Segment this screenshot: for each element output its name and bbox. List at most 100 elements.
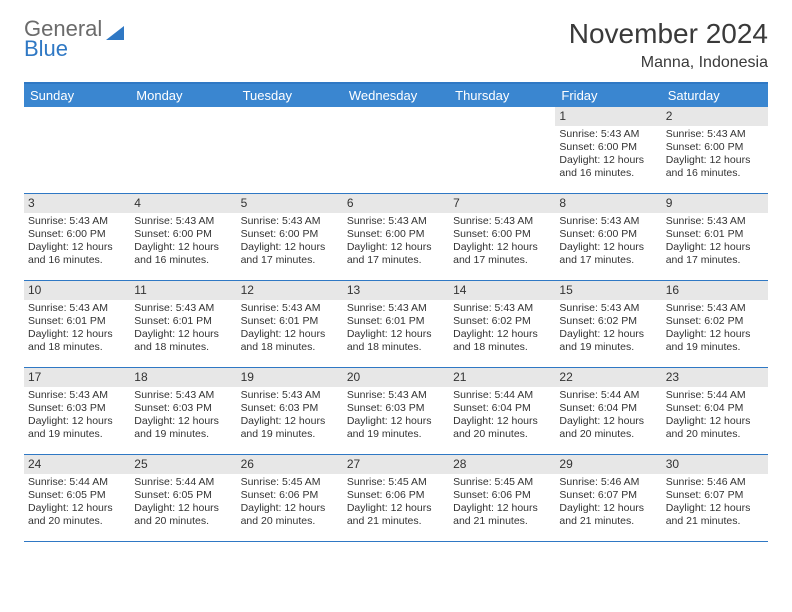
- day-body: Sunrise: 5:44 AMSunset: 6:05 PMDaylight:…: [130, 474, 236, 533]
- day-header-monday: Monday: [130, 84, 236, 107]
- day-number: 24: [24, 455, 130, 474]
- sunrise-text: Sunrise: 5:46 AM: [559, 476, 657, 489]
- sunrise-text: Sunrise: 5:43 AM: [347, 389, 445, 402]
- sunset-text: Sunset: 6:06 PM: [241, 489, 339, 502]
- day-number: 12: [237, 281, 343, 300]
- day-body: Sunrise: 5:43 AMSunset: 6:00 PMDaylight:…: [237, 213, 343, 272]
- day-cell: 13Sunrise: 5:43 AMSunset: 6:01 PMDayligh…: [343, 281, 449, 367]
- sunrise-text: Sunrise: 5:43 AM: [134, 215, 232, 228]
- day-number: 6: [343, 194, 449, 213]
- daylight-text: Daylight: 12 hours and 16 minutes.: [28, 241, 126, 267]
- day-body: Sunrise: 5:43 AMSunset: 6:00 PMDaylight:…: [343, 213, 449, 272]
- day-number: 21: [449, 368, 555, 387]
- sunrise-text: Sunrise: 5:43 AM: [241, 215, 339, 228]
- daylight-text: Daylight: 12 hours and 20 minutes.: [666, 415, 764, 441]
- day-number: 7: [449, 194, 555, 213]
- day-number: 10: [24, 281, 130, 300]
- day-cell: 2Sunrise: 5:43 AMSunset: 6:00 PMDaylight…: [662, 107, 768, 193]
- day-number: 14: [449, 281, 555, 300]
- sunset-text: Sunset: 6:07 PM: [666, 489, 764, 502]
- sunrise-text: Sunrise: 5:43 AM: [666, 128, 764, 141]
- week-row: 24Sunrise: 5:44 AMSunset: 6:05 PMDayligh…: [24, 455, 768, 542]
- day-cell: 22Sunrise: 5:44 AMSunset: 6:04 PMDayligh…: [555, 368, 661, 454]
- day-body: Sunrise: 5:43 AMSunset: 6:02 PMDaylight:…: [555, 300, 661, 359]
- sunrise-text: Sunrise: 5:43 AM: [453, 215, 551, 228]
- calendar: SundayMondayTuesdayWednesdayThursdayFrid…: [24, 82, 768, 542]
- sunrise-text: Sunrise: 5:43 AM: [347, 215, 445, 228]
- day-body: Sunrise: 5:43 AMSunset: 6:01 PMDaylight:…: [24, 300, 130, 359]
- day-header-row: SundayMondayTuesdayWednesdayThursdayFrid…: [24, 84, 768, 107]
- sunset-text: Sunset: 6:03 PM: [28, 402, 126, 415]
- sunrise-text: Sunrise: 5:43 AM: [559, 302, 657, 315]
- day-number: 9: [662, 194, 768, 213]
- daylight-text: Daylight: 12 hours and 19 minutes.: [134, 415, 232, 441]
- sunset-text: Sunset: 6:02 PM: [666, 315, 764, 328]
- day-body: Sunrise: 5:43 AMSunset: 6:01 PMDaylight:…: [237, 300, 343, 359]
- day-body: Sunrise: 5:43 AMSunset: 6:01 PMDaylight:…: [662, 213, 768, 272]
- title-block: November 2024 Manna, Indonesia: [569, 18, 768, 72]
- sunset-text: Sunset: 6:06 PM: [347, 489, 445, 502]
- sunrise-text: Sunrise: 5:43 AM: [134, 302, 232, 315]
- sunrise-text: Sunrise: 5:45 AM: [241, 476, 339, 489]
- day-cell: 25Sunrise: 5:44 AMSunset: 6:05 PMDayligh…: [130, 455, 236, 541]
- week-row: 10Sunrise: 5:43 AMSunset: 6:01 PMDayligh…: [24, 281, 768, 368]
- day-number: 26: [237, 455, 343, 474]
- day-cell: 30Sunrise: 5:46 AMSunset: 6:07 PMDayligh…: [662, 455, 768, 541]
- daylight-text: Daylight: 12 hours and 20 minutes.: [559, 415, 657, 441]
- sunset-text: Sunset: 6:00 PM: [559, 141, 657, 154]
- day-body: Sunrise: 5:45 AMSunset: 6:06 PMDaylight:…: [449, 474, 555, 533]
- day-cell: 26Sunrise: 5:45 AMSunset: 6:06 PMDayligh…: [237, 455, 343, 541]
- day-header-tuesday: Tuesday: [237, 84, 343, 107]
- sunrise-text: Sunrise: 5:44 AM: [559, 389, 657, 402]
- day-body: Sunrise: 5:43 AMSunset: 6:00 PMDaylight:…: [555, 126, 661, 185]
- day-cell: 6Sunrise: 5:43 AMSunset: 6:00 PMDaylight…: [343, 194, 449, 280]
- day-cell: 11Sunrise: 5:43 AMSunset: 6:01 PMDayligh…: [130, 281, 236, 367]
- daylight-text: Daylight: 12 hours and 16 minutes.: [666, 154, 764, 180]
- day-cell: 19Sunrise: 5:43 AMSunset: 6:03 PMDayligh…: [237, 368, 343, 454]
- day-number: 16: [662, 281, 768, 300]
- day-cell: 1Sunrise: 5:43 AMSunset: 6:00 PMDaylight…: [555, 107, 661, 193]
- day-number: 27: [343, 455, 449, 474]
- daylight-text: Daylight: 12 hours and 17 minutes.: [347, 241, 445, 267]
- sunset-text: Sunset: 6:00 PM: [666, 141, 764, 154]
- sunrise-text: Sunrise: 5:43 AM: [28, 215, 126, 228]
- sunrise-text: Sunrise: 5:44 AM: [453, 389, 551, 402]
- day-number: 8: [555, 194, 661, 213]
- day-number: 1: [555, 107, 661, 126]
- day-cell: 21Sunrise: 5:44 AMSunset: 6:04 PMDayligh…: [449, 368, 555, 454]
- day-cell: 3Sunrise: 5:43 AMSunset: 6:00 PMDaylight…: [24, 194, 130, 280]
- day-body: Sunrise: 5:43 AMSunset: 6:00 PMDaylight:…: [449, 213, 555, 272]
- day-cell: 16Sunrise: 5:43 AMSunset: 6:02 PMDayligh…: [662, 281, 768, 367]
- logo: General Blue: [24, 18, 124, 60]
- day-number: 13: [343, 281, 449, 300]
- weeks-container: .....1Sunrise: 5:43 AMSunset: 6:00 PMDay…: [24, 107, 768, 542]
- sunset-text: Sunset: 6:00 PM: [559, 228, 657, 241]
- sunrise-text: Sunrise: 5:46 AM: [666, 476, 764, 489]
- daylight-text: Daylight: 12 hours and 21 minutes.: [666, 502, 764, 528]
- day-cell: 28Sunrise: 5:45 AMSunset: 6:06 PMDayligh…: [449, 455, 555, 541]
- day-body: Sunrise: 5:43 AMSunset: 6:00 PMDaylight:…: [24, 213, 130, 272]
- sunset-text: Sunset: 6:03 PM: [241, 402, 339, 415]
- daylight-text: Daylight: 12 hours and 16 minutes.: [134, 241, 232, 267]
- week-row: .....1Sunrise: 5:43 AMSunset: 6:00 PMDay…: [24, 107, 768, 194]
- daylight-text: Daylight: 12 hours and 17 minutes.: [241, 241, 339, 267]
- sunset-text: Sunset: 6:00 PM: [347, 228, 445, 241]
- month-title: November 2024: [569, 18, 768, 50]
- day-number: 18: [130, 368, 236, 387]
- daylight-text: Daylight: 12 hours and 19 minutes.: [559, 328, 657, 354]
- day-cell: 12Sunrise: 5:43 AMSunset: 6:01 PMDayligh…: [237, 281, 343, 367]
- day-cell: .: [343, 107, 449, 193]
- sunrise-text: Sunrise: 5:43 AM: [28, 302, 126, 315]
- day-cell: .: [237, 107, 343, 193]
- sunrise-text: Sunrise: 5:43 AM: [559, 215, 657, 228]
- day-cell: .: [24, 107, 130, 193]
- daylight-text: Daylight: 12 hours and 21 minutes.: [559, 502, 657, 528]
- sunset-text: Sunset: 6:02 PM: [559, 315, 657, 328]
- day-body: Sunrise: 5:44 AMSunset: 6:04 PMDaylight:…: [449, 387, 555, 446]
- sunset-text: Sunset: 6:03 PM: [134, 402, 232, 415]
- day-number: 23: [662, 368, 768, 387]
- day-cell: 24Sunrise: 5:44 AMSunset: 6:05 PMDayligh…: [24, 455, 130, 541]
- day-cell: 8Sunrise: 5:43 AMSunset: 6:00 PMDaylight…: [555, 194, 661, 280]
- day-number: 17: [24, 368, 130, 387]
- day-cell: 29Sunrise: 5:46 AMSunset: 6:07 PMDayligh…: [555, 455, 661, 541]
